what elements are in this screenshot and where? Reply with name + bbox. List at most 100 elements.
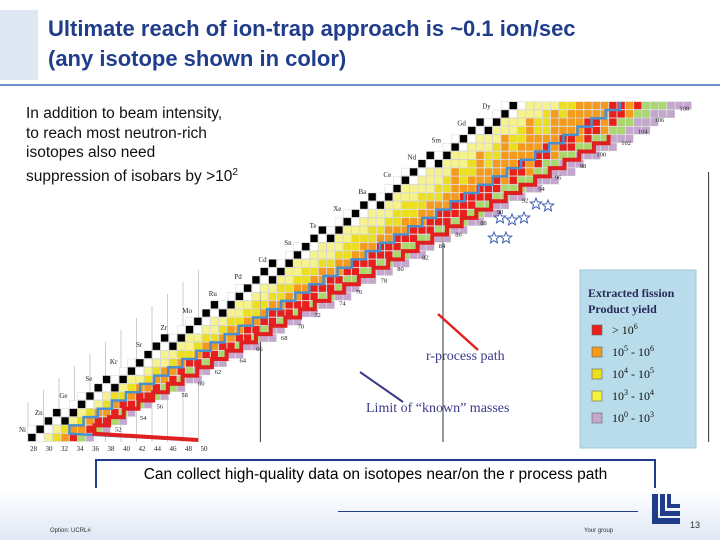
nuclide-cell [210,300,219,309]
nuclide-cell [85,392,94,401]
nuclide-cell [642,101,651,110]
nuclide-cell [575,134,584,143]
nuclide-cell [359,209,368,218]
nuclide-cell [185,317,194,326]
neutron-number-diag-label: 62 [215,369,222,376]
nuclide-cell [368,217,377,226]
nuclide-cell [525,126,534,135]
nuclide-cell [301,242,310,251]
nuclide-cell [168,350,178,359]
nuclide-cell [226,300,236,309]
nuclide-cell [459,167,468,176]
nuclide-cell [550,118,559,127]
nuclide-cell [393,217,402,226]
nuclide-cell [617,126,626,135]
nuclide-cell [276,292,285,301]
nuclide-cell [434,184,443,193]
nuclide-cell [625,109,634,118]
neutron-number-diag-label: 82 [422,255,429,262]
nuclide-cell [202,317,211,326]
nuclide-cell [426,176,435,185]
star-icon [487,230,501,245]
nuclide-cell [525,167,534,176]
nuclide-cell [260,275,269,284]
nuclide-cell [243,317,252,326]
nuclide-cell [318,250,327,260]
nuclide-cell [384,234,393,243]
yield-legend: Extracted fission Product yield > 106 105… [579,269,697,449]
nuclide-cell [202,325,211,334]
nuclide-cell [376,217,385,226]
neutron-number-diag-label: 90 [497,209,504,216]
nuclide-cell [202,333,211,343]
nuclide-cell [434,201,443,210]
element-label: Nd [408,154,417,162]
nuclide-cell [226,325,236,334]
nuclide-cell [343,292,352,301]
nuclide-cell [77,408,86,417]
nuclide-cell [617,109,626,118]
nuclide-cell [434,217,443,226]
nuclide-cell [451,143,460,152]
nuclide-cell [226,292,236,301]
nuclide-cell [650,109,659,118]
nuclide-cell [608,143,617,152]
nuclide-cell [459,159,468,168]
nuclide-cell [451,159,460,168]
element-label: Ge [59,392,67,400]
nuclide-cell [376,192,385,201]
nuclide-cell [608,126,617,135]
nuclide-cell [268,275,277,284]
element-label: Zn [35,409,43,417]
nuclide-cell [293,300,302,309]
nuclide-cell [409,234,418,243]
nuclide-cell [393,176,402,185]
nuclide-cell [442,159,451,168]
nuclide-cell [525,118,534,127]
nuclide-cell [168,358,178,367]
nuclide-cell [401,192,410,201]
nuclide-cell [260,284,269,293]
nuclide-cell [343,242,352,251]
nuclide-cell [484,176,493,185]
element-label: Xe [333,205,341,213]
element-label: Te [310,222,317,230]
nuclide-cell [534,118,543,127]
nuclide-cell [235,292,244,301]
nuclide-cell [384,217,393,226]
nuclide-cell [459,151,468,160]
nuclide-cell [285,267,294,276]
nuclide-cell [467,167,476,176]
nuclide-cell [127,358,136,367]
nuclide-cell [293,250,302,260]
nuclide-cell [517,109,526,118]
nuclide-cell [235,317,244,326]
nuclide-cell [185,333,194,343]
nuclide-cell [27,433,36,442]
nuclide-cell [525,101,534,110]
nuclide-cell [484,192,493,201]
nuclide-cell [177,325,186,334]
nuclide-cell [492,151,501,160]
nuclide-cell [310,234,319,243]
nuclide-cell [218,325,227,334]
nuclide-cell [310,259,319,268]
star-icon [505,212,519,227]
nuclide-cell [343,234,352,243]
element-label: Ba [359,188,368,196]
nuclide-cell [210,317,219,326]
nuclide-cell [476,217,485,226]
nuclide-cell [534,159,543,168]
nuclide-cell [61,425,70,434]
nuclide-cell [476,126,485,135]
nuclide-cell [567,118,576,127]
element-label: Sn [284,239,292,247]
caption-box: Can collect high-quality data on isotope… [95,459,656,490]
star-icon [541,198,555,213]
nuclide-cell [268,259,277,268]
nuclide-cell [509,126,518,135]
nuclide-cell [451,176,460,185]
nuclide-cell [401,167,410,176]
nuclide-cell [334,234,344,243]
nuclide-cell [177,333,186,343]
